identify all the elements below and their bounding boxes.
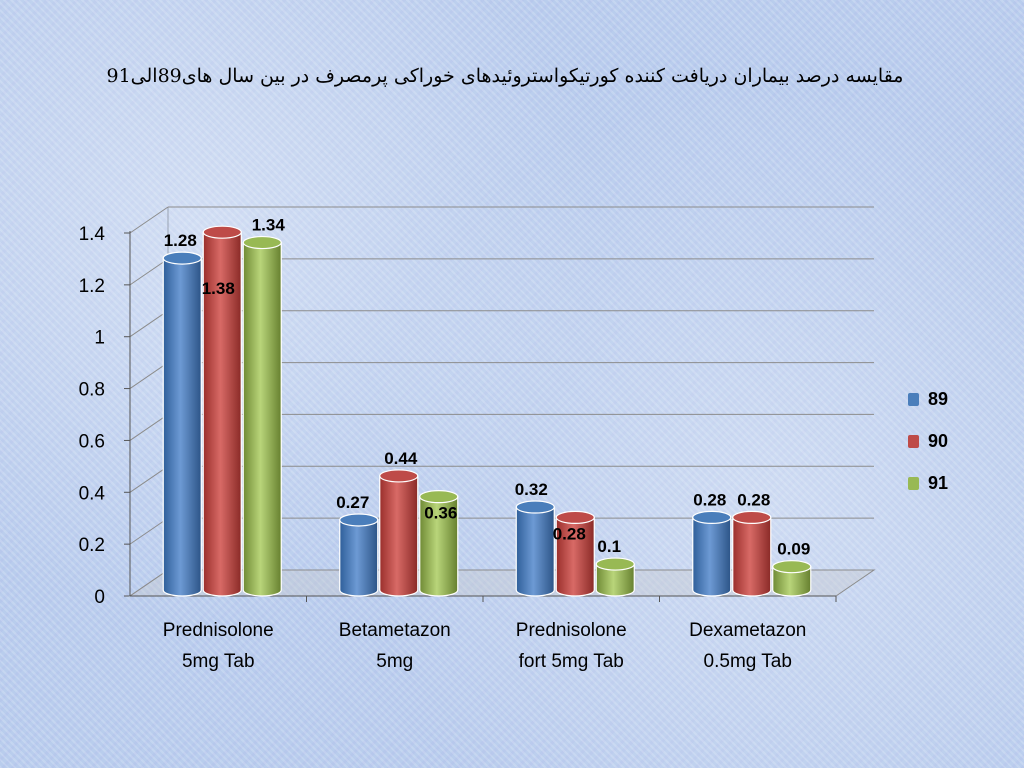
legend-item-91: 91 [908, 462, 978, 504]
data-label: 1.34 [252, 216, 286, 235]
x-category-label: Prednisolone [163, 620, 274, 641]
x-category-label: 0.5mg Tab [704, 651, 792, 672]
bar-89 [515, 500, 555, 597]
data-label: 0.44 [384, 449, 418, 468]
x-category-label: 5mg Tab [182, 651, 255, 672]
chart-title: مقایسه درصد بیماران دریافت کننده کورتیکو… [106, 65, 904, 87]
legend-label: 90 [928, 430, 949, 451]
legend-label: 91 [928, 472, 949, 493]
y-tick-label: 1 [94, 328, 105, 349]
bar-body [379, 475, 419, 597]
bar-top [555, 510, 595, 525]
bar-body [202, 231, 242, 597]
gridline-side [129, 414, 169, 441]
bar-89 [162, 251, 202, 597]
gridline-side [129, 517, 169, 545]
bar-top [692, 510, 732, 525]
gridline-side [129, 465, 169, 493]
bar-90 [555, 510, 595, 597]
x-category-label: fort 5mg Tab [519, 651, 624, 672]
gridline-side [129, 362, 169, 389]
legend-swatch [908, 392, 919, 406]
data-label: 0.27 [336, 493, 369, 512]
bar-body [692, 516, 732, 597]
bar-top [772, 560, 812, 574]
y-tick-label: 0.2 [79, 535, 105, 556]
x-category-label: Prednisolone [516, 620, 627, 641]
bar-body [242, 241, 282, 597]
data-label: 0.1 [597, 537, 621, 556]
bar-91 [772, 560, 812, 597]
bar-body [772, 566, 812, 597]
data-label: 1.38 [202, 279, 235, 298]
bar-body [732, 516, 772, 597]
gridline-side [129, 310, 169, 338]
bar-top [379, 469, 419, 483]
legend-swatch [908, 476, 919, 490]
data-label: 0.36 [424, 504, 457, 523]
bar-body [595, 563, 635, 597]
data-label: 0.28 [737, 490, 770, 509]
bar-91 [419, 490, 459, 597]
bar-top [732, 510, 772, 525]
gridline-side [129, 206, 169, 234]
bar-top [339, 513, 379, 527]
data-label: 0.09 [777, 540, 810, 559]
bar-90 [732, 510, 772, 597]
y-tick-label: 0 [94, 587, 105, 608]
bar-89 [692, 510, 732, 597]
legend: 89 90 91 [908, 378, 978, 504]
y-tick-label: 0.6 [79, 431, 105, 452]
x-category-label: Betametazon [339, 620, 451, 641]
bar-body [162, 257, 202, 597]
bar-top [595, 557, 635, 571]
gridline-side [129, 258, 169, 286]
bar-90 [379, 469, 419, 597]
bar-top [202, 225, 242, 239]
legend-item-89: 89 [908, 378, 978, 420]
data-label: 1.28 [164, 231, 197, 250]
x-category-label: Dexametazon [689, 620, 806, 641]
legend-item-90: 90 [908, 420, 978, 462]
bar-top [162, 251, 202, 265]
y-tick-label: 1.2 [79, 276, 105, 297]
bar-top [515, 500, 555, 514]
legend-swatch [908, 434, 919, 448]
bar-91 [242, 235, 282, 597]
bar-90 [202, 225, 242, 597]
bar-91 [595, 557, 635, 597]
bar-89 [339, 513, 379, 597]
bar-body [339, 519, 379, 597]
legend-label: 89 [928, 388, 949, 409]
bar-top [242, 235, 282, 250]
bar-top [419, 490, 459, 504]
data-label: 0.28 [693, 490, 726, 509]
bar-body [515, 506, 555, 597]
y-tick-label: 1.4 [79, 224, 106, 245]
bar-body [555, 516, 595, 597]
data-label: 0.32 [515, 480, 548, 499]
bar-body [419, 496, 459, 597]
x-category-label: 5mg [376, 651, 413, 672]
y-tick-label: 0.4 [79, 483, 106, 504]
data-label: 0.28 [553, 524, 586, 543]
y-tick-label: 0.8 [79, 380, 105, 401]
